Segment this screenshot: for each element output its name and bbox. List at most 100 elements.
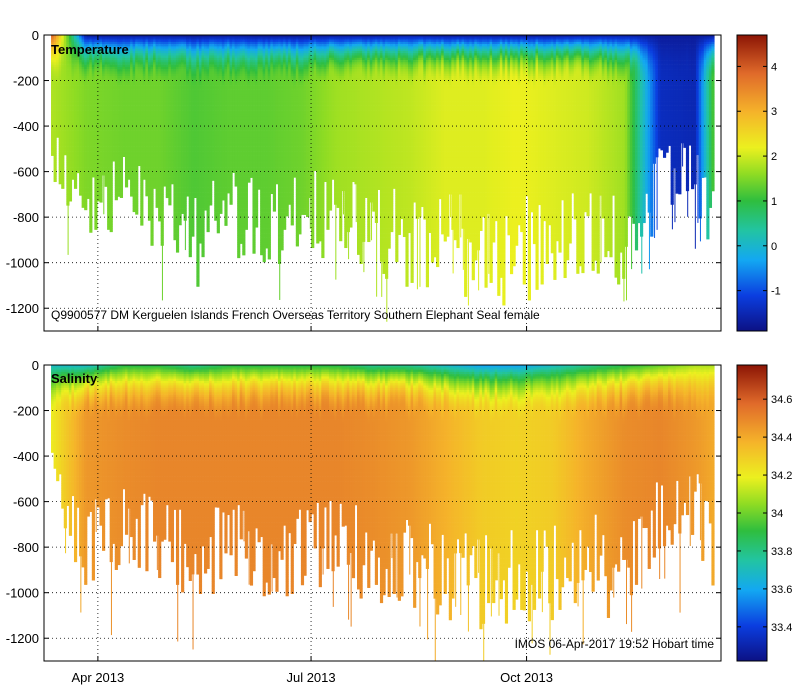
temp-profile-cell	[68, 69, 73, 72]
temp-profile-cell	[76, 114, 80, 118]
temp-profile-cell	[84, 132, 88, 136]
temp-profile-cell	[63, 53, 67, 56]
temp-profile-cell	[102, 73, 106, 77]
temp-profile-cell	[66, 78, 70, 81]
temp-profile-cell	[86, 146, 90, 150]
temp-profile-cell	[58, 132, 62, 136]
temp-profile-cell	[81, 94, 85, 97]
temp-profile-cell	[112, 128, 116, 131]
temp-profile-cell	[66, 178, 70, 182]
temp-profile-cell	[102, 89, 106, 93]
temp-profile-cell	[102, 80, 106, 84]
temp-profile-cell	[68, 80, 73, 84]
temp-profile-cell	[99, 167, 103, 170]
temp-profile-cell	[73, 126, 78, 129]
temp-profile-cell	[112, 64, 116, 68]
temp-profile-cell	[196, 285, 200, 287]
temp-profile-cell	[68, 139, 73, 143]
temp-profile-cell	[91, 130, 95, 134]
temp-profile-cell	[109, 48, 113, 52]
temp-profile-cell	[66, 130, 70, 134]
temp-profile-cell	[114, 96, 118, 100]
temp-profile-cell	[99, 75, 103, 79]
temp-profile-cell	[61, 173, 65, 177]
temp-profile-cell	[91, 55, 95, 59]
temp-profile-cell	[201, 242, 205, 245]
temp-profile-cell	[73, 142, 78, 145]
temp-profile-cell	[201, 253, 205, 257]
temp-profile-cell	[96, 135, 101, 138]
temp-profile-cell	[89, 105, 93, 109]
temp-profile-cell	[66, 39, 70, 43]
temp-profile-cell	[96, 53, 101, 56]
temp-profile-cell	[94, 160, 98, 163]
temp-profile-cell	[76, 132, 80, 136]
temp-profile-cell	[51, 101, 55, 104]
temp-profile-cell	[91, 66, 95, 70]
temp-profile-cell	[96, 132, 101, 136]
temp-profile-cell	[160, 189, 164, 193]
temp-profile-cell	[96, 48, 101, 52]
temp-profile-cell	[107, 171, 111, 175]
temp-profile-cell	[140, 223, 144, 226]
temp-profile-cell	[140, 212, 144, 216]
temp-profile-cell	[114, 85, 118, 88]
temp-profile-cell	[102, 94, 106, 97]
temp-profile-cell	[94, 132, 98, 136]
temp-profile-cell	[114, 139, 118, 143]
temp-profile-cell	[66, 46, 70, 49]
temp-profile-cell	[89, 187, 93, 191]
temp-profile-cell	[104, 71, 108, 75]
temp-profile-cell	[107, 105, 111, 109]
temp-profile-cell	[53, 112, 57, 115]
temp-profile-cell	[81, 66, 85, 70]
temp-profile-cell	[104, 60, 108, 63]
temp-profile-cell	[76, 53, 80, 56]
temp-profile-cell	[81, 180, 85, 184]
temp-profile-cell	[112, 112, 116, 115]
temp-profile-cell	[99, 139, 103, 143]
temp-profile-cell	[96, 89, 101, 93]
temp-profile-cell	[76, 98, 80, 102]
temp-profile-cell	[84, 46, 88, 49]
temp-profile-cell	[66, 119, 70, 122]
temp-profile-cell	[73, 60, 78, 63]
temp-profile-cell	[73, 119, 78, 122]
temp-dive-spike	[103, 175, 105, 215]
temp-profile-cell	[96, 130, 101, 134]
temp-profile-cell	[81, 85, 85, 88]
temp-profile-cell	[109, 107, 113, 111]
temp-profile-cell	[89, 121, 93, 125]
temp-profile-cell	[178, 221, 182, 225]
temp-profile-cell	[84, 69, 88, 72]
temp-profile-cell	[91, 46, 95, 49]
temp-profile-cell	[68, 66, 73, 70]
temp-profile-cell	[84, 50, 88, 54]
temp-profile-cell	[71, 87, 75, 90]
temp-profile-cell	[94, 91, 98, 95]
temp-profile-cell	[81, 114, 85, 118]
temp-profile-cell	[112, 48, 116, 52]
temp-profile-cell	[117, 91, 121, 95]
temp-profile-cell	[102, 142, 106, 145]
temp-profile-cell	[63, 57, 67, 61]
temp-profile-cell	[71, 41, 75, 45]
temp-profile-cell	[96, 173, 101, 177]
temp-profile-cell	[117, 105, 121, 109]
temp-profile-cell	[76, 126, 80, 129]
temp-profile-cell	[107, 155, 111, 159]
temp-profile-cell	[201, 221, 205, 225]
temp-profile-cell	[114, 64, 118, 68]
temp-profile-cell	[99, 116, 103, 120]
temp-profile-cell	[117, 144, 121, 147]
temp-profile-cell	[84, 196, 88, 200]
temp-profile-cell	[107, 187, 111, 191]
temp-profile-cell	[96, 171, 101, 175]
temp-profile-cell	[109, 89, 113, 93]
temp-profile-cell	[135, 192, 139, 195]
temp-profile-cell	[71, 73, 75, 77]
temp-profile-cell	[91, 50, 95, 54]
temp-profile-cell	[53, 73, 57, 77]
temp-profile-cell	[84, 167, 88, 170]
temp-profile-cell	[109, 153, 113, 156]
